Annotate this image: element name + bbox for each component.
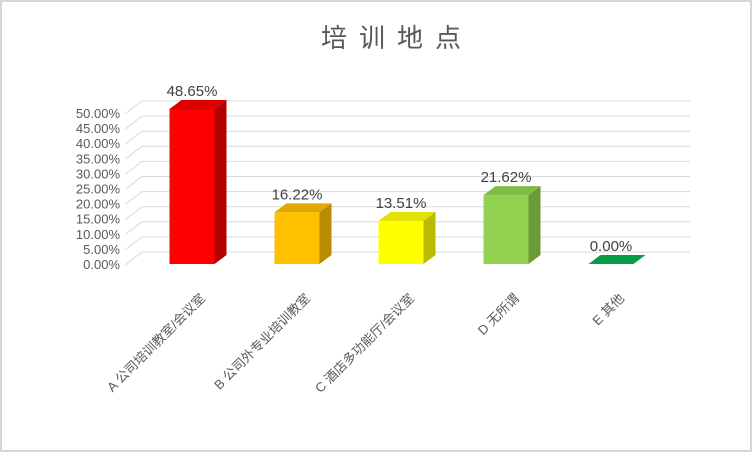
bar-front-face[interactable] xyxy=(169,109,215,264)
x-axis-category-label: C 酒店多功能厅/会议室 xyxy=(312,291,417,396)
x-axis-category-label: E 其他 xyxy=(589,291,627,329)
bar-front-face[interactable] xyxy=(378,220,424,264)
data-label: 0.00% xyxy=(590,238,633,255)
gridline xyxy=(124,130,690,145)
gridline xyxy=(124,100,690,115)
y-axis-tick-label: 30.00% xyxy=(76,166,121,181)
bar-top-face[interactable] xyxy=(274,203,332,213)
gridline xyxy=(124,115,690,130)
y-axis-tick-label: 0.00% xyxy=(83,257,120,272)
y-axis-tick-label: 50.00% xyxy=(76,106,121,121)
bar-side-face[interactable] xyxy=(319,203,332,264)
y-axis-tick-label: 10.00% xyxy=(76,227,121,242)
data-label: 48.65% xyxy=(167,83,218,100)
bar-zero-pad[interactable] xyxy=(588,255,646,264)
y-axis-tick-label: 15.00% xyxy=(76,212,121,227)
gridline xyxy=(124,176,690,190)
y-axis-tick-label: 45.00% xyxy=(76,121,121,136)
x-axis-category-label: D 无所谓 xyxy=(475,291,522,338)
bar-side-face[interactable] xyxy=(528,186,541,264)
y-axis-tick-label: 40.00% xyxy=(76,136,121,151)
data-label: 16.22% xyxy=(272,186,323,203)
y-axis-tick-label: 5.00% xyxy=(83,242,120,257)
bar-side-face[interactable] xyxy=(423,211,436,264)
data-label: 21.62% xyxy=(481,169,532,186)
bar-front-face[interactable] xyxy=(483,195,529,264)
y-axis-tick-label: 25.00% xyxy=(76,182,121,197)
x-axis-category-label: B 公司外专业培训教室 xyxy=(211,291,313,393)
bar-top-face[interactable] xyxy=(169,100,227,110)
bar-top-face[interactable] xyxy=(483,186,541,196)
gridline xyxy=(124,145,690,160)
gridline xyxy=(124,160,690,175)
chart-title: 培训地点 xyxy=(320,23,473,53)
bar-top-face[interactable] xyxy=(378,211,436,221)
y-axis-tick-label: 35.00% xyxy=(76,151,121,166)
bar-front-face[interactable] xyxy=(274,212,320,264)
y-axis-tick-label: 20.00% xyxy=(76,197,121,212)
x-axis-category-label: A 公司培训教室/会议室 xyxy=(104,291,208,395)
bar-side-face[interactable] xyxy=(214,100,227,264)
data-label: 13.51% xyxy=(376,195,427,212)
